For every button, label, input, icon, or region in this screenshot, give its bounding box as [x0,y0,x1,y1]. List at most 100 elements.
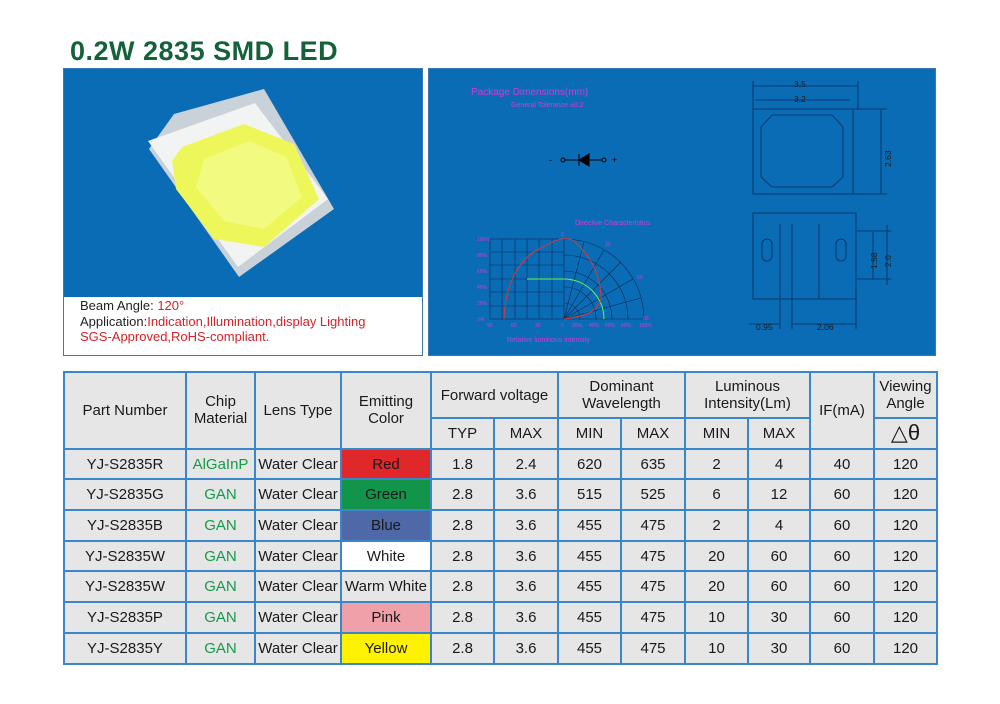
specs-text: Beam Angle: 120° Application:Indication,… [80,298,365,345]
cell-if: 60 [809,539,875,573]
product-panel: Beam Angle: 120° Application:Indication,… [63,68,423,356]
cert-text: SGS-Approved,RoHS-compliant. [80,329,270,344]
x-tick: 30 [535,323,541,329]
intensity-curve [503,238,602,320]
y-tick: 20% [477,301,488,307]
cell-chip: AlGaInP [185,447,256,481]
cell-chip: GAN [185,570,256,604]
header-chip: Chip Material [185,371,256,450]
cell-lens: Water Clear [254,631,342,665]
cell-vmax: 3.6 [493,509,559,542]
x-tick: 100% [639,323,652,329]
cell-wmax: 475 [620,509,686,542]
dim-height: 2.63 [883,150,893,167]
cell-wmin: 455 [557,539,622,573]
dim-pad-width1: 0.95 [756,322,773,332]
cell-lmin: 10 [684,601,749,634]
cell-part: YJ-S2835B [63,509,187,542]
half-intensity-line [527,278,605,320]
cell-chip: GAN [185,601,256,634]
cell-typ: 2.8 [430,478,495,512]
cell-lens: Water Clear [254,570,342,604]
cell-typ: 2.8 [430,601,495,634]
cell-wmax: 635 [620,447,686,481]
table-row: YJ-S2835B GAN Water Clear Blue 2.8 3.6 455 475 2… [63,509,938,542]
cell-wmin: 455 [557,601,622,634]
dim-height2: 2.0 [883,255,893,267]
x-tick: 90 [487,323,493,329]
cell-wmin: 455 [557,570,622,604]
cell-wmax: 475 [620,601,686,634]
cell-vmax: 3.6 [493,539,559,573]
cell-if: 60 [809,631,875,665]
drawing-title: Package Dimensions(mm) [471,87,588,98]
dim-pad-width2: 2.06 [817,322,834,332]
dim-width-inner: 3.2 [794,94,806,104]
cell-if: 40 [809,447,875,481]
x-tick: 20% [572,323,583,329]
cell-va: 120 [873,478,938,512]
header-color: Emitting Color [340,371,432,450]
header-wavelength: Dominant Wavelength [557,371,686,419]
cell-va: 120 [873,447,938,481]
dim-width-outer: 3.5 [794,79,806,89]
cell-wmax: 475 [620,570,686,604]
app-value: Indication,Illumination,display Lighting [147,313,366,329]
y-tick: 80% [477,253,488,259]
page-title: 0.2W 2835 SMD LED [70,36,339,66]
cell-vmax: 3.6 [493,570,559,604]
cell-part: YJ-S2835R [63,447,187,481]
tolerance-text: General Tolerance ±0.2 [511,102,584,109]
cell-lmax: 60 [747,539,811,573]
header-part-number: Part Number [63,371,187,450]
cell-part: YJ-S2835W [63,539,187,573]
header-min: MIN [557,417,622,450]
cell-if: 60 [809,570,875,604]
cell-va: 120 [873,539,938,573]
cell-lens: Water Clear [254,447,342,481]
cell-color: Pink [340,601,432,634]
plus-label: + [612,155,617,165]
cell-color: Blue [340,509,432,542]
cell-color: White [340,539,432,573]
header-typ: TYP [430,417,495,450]
cell-typ: 2.8 [430,509,495,542]
cell-wmin: 455 [557,631,622,665]
cell-va: 120 [873,631,938,665]
header-min: MIN [684,417,749,450]
cell-if: 60 [809,601,875,634]
cell-chip: GAN [185,631,256,665]
cell-color: Yellow [340,631,432,665]
cell-lmin: 20 [684,570,749,604]
beam-value: 120° [157,298,185,313]
x-tick: 40% [589,323,600,329]
header-if: IF(mA) [809,371,875,450]
cell-part: YJ-S2835Y [63,631,187,665]
cell-typ: 2.8 [430,570,495,604]
cell-lens: Water Clear [254,478,342,512]
cell-lmin: 20 [684,539,749,573]
cell-part: YJ-S2835G [63,478,187,512]
chart-title: Directive Characteristics [575,220,651,227]
cell-typ: 2.8 [430,539,495,573]
header-luminous: Luminous Intensity(Lm) [684,371,811,419]
header-lens: Lens Type [254,371,342,450]
cell-wmin: 620 [557,447,622,481]
cell-va: 120 [873,601,938,634]
app-label: Application: [80,313,148,329]
header-max: MAX [493,417,559,450]
cell-va: 120 [873,570,938,604]
cell-lens: Water Clear [254,509,342,542]
cell-typ: 1.8 [430,447,495,481]
y-tick: 100% [477,237,490,243]
cell-lmax: 30 [747,631,811,665]
cell-wmin: 515 [557,478,622,512]
angle-label: 60 [637,275,643,281]
cell-color: Red [340,447,432,481]
cell-vmax: 3.6 [493,478,559,512]
x-tick: 80% [621,323,632,329]
x-tick: 0 [561,323,564,329]
cell-color: Warm White [340,570,432,604]
table-row: YJ-S2835R AlGaInP Water Clear Red 1.8 2.4 620 6… [63,447,938,481]
cell-lmax: 60 [747,570,811,604]
